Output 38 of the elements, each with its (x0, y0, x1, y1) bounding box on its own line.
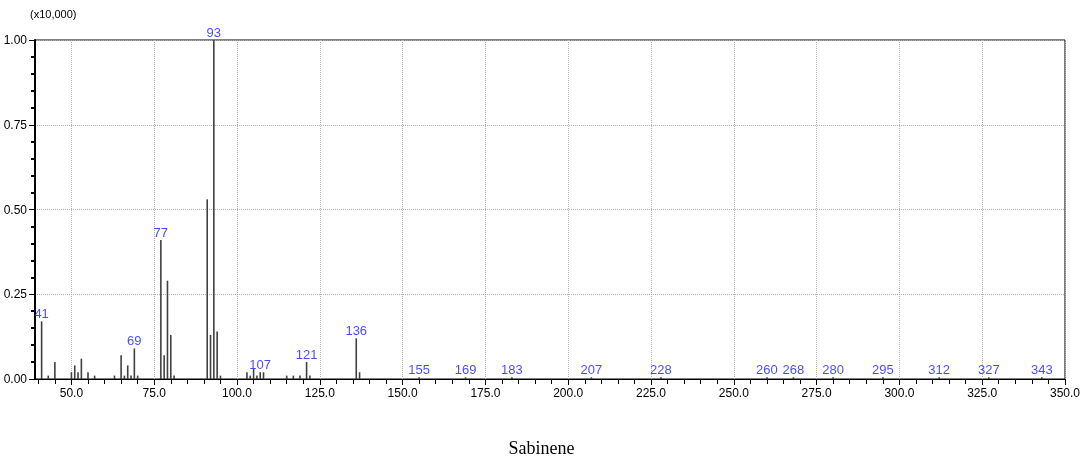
annotation: 280 (822, 362, 845, 378)
text: Sabinene (508, 438, 575, 458)
x-tick-label: 300.0 (884, 386, 915, 400)
annotation: 169 (454, 362, 477, 378)
x-tick-label: 250.0 (718, 386, 750, 400)
x-tick-label: 50.0 (59, 386, 84, 400)
annotation: 268 (782, 362, 805, 378)
annotation: 121 (295, 347, 318, 363)
text: (x10,000) (30, 7, 77, 20)
annotation: 107 (249, 357, 272, 373)
x-tick-label: 325.0 (967, 386, 998, 400)
y-tick-label: 0.50 (3, 202, 28, 217)
x-tick-label: 175.0 (470, 386, 501, 400)
y-tick-label: 0.75 (3, 117, 28, 132)
annotation: 136 (345, 323, 368, 339)
y-tick-label: 0.00 (3, 372, 28, 386)
annotation: 183 (501, 362, 523, 378)
y-tick-label: 1.00 (3, 33, 28, 47)
x-tick-label: 200.0 (553, 386, 584, 400)
annotation: 69 (127, 333, 142, 349)
annotation: 312 (928, 362, 950, 378)
x-tick-label: 275.0 (801, 386, 832, 400)
annotation: 343 (1030, 362, 1053, 378)
annotation: 260 (756, 362, 778, 378)
annotation: 155 (408, 362, 431, 378)
x-tick-label: 150.0 (387, 386, 418, 400)
x-tick-label: 75.0 (142, 386, 167, 400)
x-tick-label: 350.0 (1049, 386, 1081, 400)
x-tick-label: 100.0 (222, 386, 253, 400)
annotation: 327 (977, 362, 1000, 378)
annotation: 228 (650, 362, 672, 378)
annotation: 77 (153, 225, 169, 241)
annotation: 207 (580, 362, 603, 378)
annotation: 93 (206, 25, 222, 40)
annotation: 295 (871, 362, 894, 378)
x-tick-label: 225.0 (635, 386, 667, 400)
y-tick-label: 0.25 (3, 287, 28, 302)
x-tick-label: 125.0 (304, 386, 336, 400)
